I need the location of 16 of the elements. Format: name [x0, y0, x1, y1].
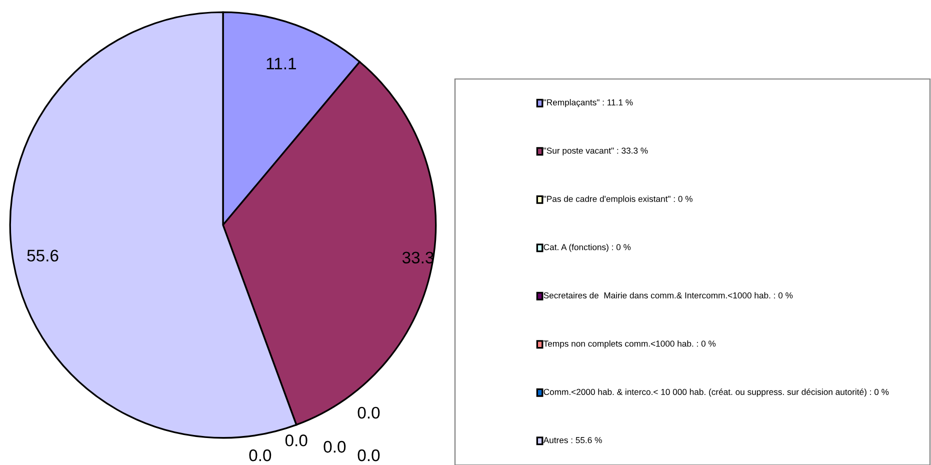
text: 0.0: [285, 434, 308, 446]
text: 0.0: [249, 449, 272, 462]
data-label: 55.6: [27, 250, 58, 262]
text: 0.0: [358, 406, 380, 419]
text: 0.0: [358, 449, 380, 462]
legend-label: "Sur poste vacant" : 33.3 %: [544, 148, 648, 156]
legend-label: Secretaires de Mairie dans comm.& Intercomm.<1000 hab. : 0 %: [544, 292, 793, 298]
legend-label: Autres : 55.6 %: [543, 437, 602, 444]
legend-label: Comm.<2000 hab. & interco.< 10 000 hab. (créat. ou suppress. sur décision autorité) : 0 %: [544, 388, 889, 397]
data-label: 33.3: [402, 252, 434, 264]
legend-label: Cat. A (fonctions) : 0 %: [544, 244, 631, 252]
legend-label: Temps non complets comm.<1000 hab. : 0 %: [544, 340, 716, 348]
data-label: 11.1: [266, 58, 296, 70]
legend-label: "Remplaçants" : 11.1 %: [544, 99, 633, 108]
legend-label: "Pas de cadre d'emplois existant" : 0 %: [544, 196, 692, 204]
text: 0.0: [324, 440, 346, 453]
